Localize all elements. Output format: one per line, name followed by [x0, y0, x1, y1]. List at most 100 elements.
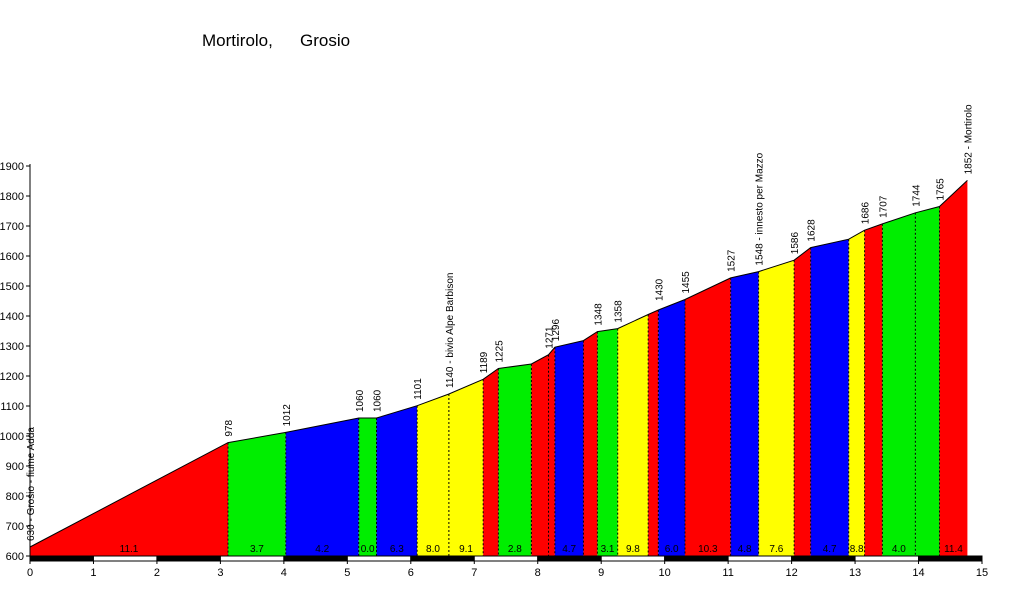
km-bar-cell: [537, 555, 602, 562]
km-bar-cell: [664, 555, 729, 562]
km-bar-cell: [600, 555, 666, 562]
chart-title: Mortirolo, Grosio: [0, 31, 1014, 55]
y-tick-label: 1600: [0, 251, 24, 263]
y-tick-label: 1200: [0, 371, 24, 383]
altitude-label: 1101: [413, 378, 424, 400]
altitude-label: 978: [224, 419, 235, 436]
grade-label: 4.7: [562, 544, 576, 555]
grade-labels: 11.1 3.7 4.2 0.0 6.3 8.0 9.1 2.8 4.7 3.1 9.8 6.0 10.…: [120, 544, 964, 555]
altitude-label: 1271: [545, 326, 556, 349]
grade-label: 8.0: [426, 544, 440, 555]
x-tick-label: 11: [722, 567, 733, 579]
altitude-label: 1060: [373, 389, 384, 412]
x-tick-label: 1: [90, 567, 96, 579]
segment-fill: [794, 247, 811, 556]
y-tick-label: 1700: [0, 221, 24, 233]
grade-label: 11.1: [120, 544, 139, 555]
segment-fill: [915, 206, 940, 556]
km-bar-cell: [727, 555, 793, 562]
segment-fill: [30, 442, 229, 556]
y-tick-label: 1800: [0, 191, 24, 203]
segment-fill: [376, 405, 418, 556]
grade-label: 4.7: [823, 544, 837, 555]
segment-fill: [531, 354, 549, 556]
x-tick-label: 4: [281, 567, 287, 579]
segment-fill: [939, 180, 968, 556]
segment-fill: [417, 394, 449, 556]
y-tick-label: 1000: [0, 431, 24, 443]
x-tick-label: 14: [912, 567, 924, 579]
x-tick-label: 12: [785, 567, 797, 579]
km-bar-cell: [854, 555, 920, 562]
grade-label: 0.0: [361, 544, 375, 555]
x-tick-label: 2: [154, 567, 160, 579]
grade-label: 4.8: [738, 544, 752, 555]
altitude-label: 1430: [654, 278, 665, 301]
altitude-label: 1765: [935, 178, 946, 201]
y-tick-label: 900: [6, 461, 24, 473]
altitude-label: 1012: [282, 404, 293, 427]
segment-fill: [448, 379, 484, 556]
altitude-label: 1455: [681, 271, 692, 294]
y-tick-label: 1500: [0, 281, 24, 293]
km-bar-cell: [473, 555, 539, 562]
altitude-label: 1707: [878, 195, 889, 218]
profile-outline: [29, 180, 968, 548]
y-tick-label: 1400: [0, 311, 24, 323]
grade-label: 2.8: [508, 544, 522, 555]
grade-label: 8.8: [850, 544, 864, 555]
segment-fill: [617, 314, 649, 556]
segment-fills: [30, 180, 968, 557]
grade-label: 9.8: [626, 544, 640, 555]
grade-label: 9.1: [459, 544, 473, 555]
grade-label: 3.1: [601, 544, 615, 555]
segment-fill: [597, 328, 618, 556]
grade-label: 11.4: [944, 544, 963, 555]
altitude-label: 1225: [494, 340, 505, 363]
grade-label: 3.7: [250, 544, 264, 555]
segment-fill: [358, 418, 377, 556]
segment-fill: [864, 223, 883, 556]
segment-fill: [498, 364, 532, 556]
altitude-label: 1744: [911, 184, 922, 207]
x-tick-label: 6: [408, 567, 414, 579]
title-start-town: Grosio: [300, 31, 351, 50]
segment-fill: [548, 347, 555, 556]
x-tick-label: 10: [659, 567, 671, 579]
grade-label: 7.6: [769, 544, 783, 555]
km-bar-cell: [92, 555, 158, 562]
km-bar-cell: [410, 555, 475, 562]
km-bar-cell: [156, 555, 221, 562]
segment-dividers: [227, 206, 940, 556]
y-tick-label: 800: [6, 491, 24, 503]
profile-line: [29, 180, 968, 548]
segment-fill: [882, 212, 916, 557]
x-tick-label: 7: [471, 567, 477, 579]
segment-fill: [758, 260, 795, 556]
altitude-label: 1686: [861, 202, 872, 225]
y-tick-label: 1100: [0, 401, 24, 413]
altitude-label: 1548 - innesto per Mazzo: [755, 152, 766, 265]
altitude-label: 1628: [807, 219, 818, 242]
x-tick-label: 5: [344, 567, 350, 579]
segment-fill: [583, 331, 598, 556]
y-tick-label: 1300: [0, 341, 24, 353]
altitude-label: 1348: [593, 303, 604, 326]
axes: 6007008009001000110012001300140015001600…: [0, 161, 988, 579]
x-tick-label: 9: [598, 567, 604, 579]
altitude-label: 1586: [790, 232, 801, 255]
x-tick-label: 3: [217, 567, 223, 579]
y-tick-label: 600: [6, 551, 24, 563]
km-bar-cell: [29, 555, 94, 562]
segment-fill: [228, 432, 286, 556]
segment-fill: [730, 271, 759, 556]
x-tick-label: 15: [976, 567, 988, 579]
altitude-label: 630 - Grosio - fiume Adda: [26, 427, 37, 541]
altitude-labels: 630 - Grosio - fiume Adda 978 1012 1060 1060…: [26, 104, 974, 541]
altitude-label: 1296: [551, 319, 562, 342]
km-bar-cell: [918, 555, 983, 562]
altitude-label: 1852 - Mortirolo: [963, 104, 974, 174]
segment-fill: [483, 368, 499, 556]
km-bar-cell: [283, 555, 348, 562]
